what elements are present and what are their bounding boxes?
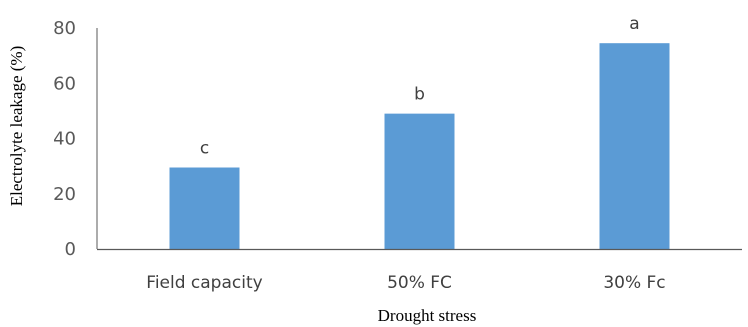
bar-significance-label: c xyxy=(200,139,209,159)
y-tick-label: 60 xyxy=(53,73,76,94)
bar xyxy=(599,43,670,249)
bar xyxy=(384,113,455,249)
x-axis-title: Drought stress xyxy=(378,306,477,325)
bar-significance-label: a xyxy=(629,14,639,34)
y-axis-title: Electrolyte leakage (%) xyxy=(7,46,26,206)
bar xyxy=(169,167,240,249)
y-axis-ticks: 0 20 40 60 80 xyxy=(53,18,76,260)
y-tick-label: 0 xyxy=(65,239,76,260)
x-category-label: Field capacity xyxy=(146,273,262,293)
bar-significance-label: b xyxy=(414,85,425,105)
x-axis-categories: Field capacity 50% FC 30% Fc xyxy=(146,273,665,293)
y-tick-label: 40 xyxy=(53,129,76,150)
bars: c b a xyxy=(169,14,670,249)
x-category-label: 50% FC xyxy=(387,273,452,293)
y-tick-label: 80 xyxy=(53,18,76,39)
x-category-label: 30% Fc xyxy=(603,273,665,293)
y-tick-label: 20 xyxy=(53,184,76,205)
